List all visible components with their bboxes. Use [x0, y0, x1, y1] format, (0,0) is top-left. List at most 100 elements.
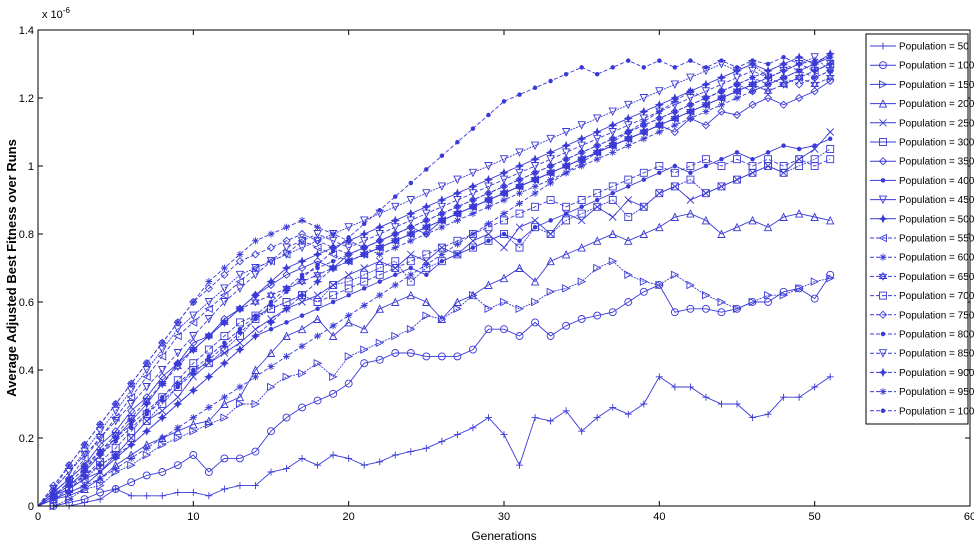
data-point — [546, 196, 555, 204]
data-point — [734, 65, 740, 70]
data-point — [81, 482, 89, 490]
legend-label: Population = 1000 — [899, 406, 974, 417]
data-point — [825, 59, 835, 69]
data-point — [546, 332, 555, 340]
data-point — [716, 93, 727, 103]
data-point — [484, 236, 493, 245]
data-point — [95, 433, 105, 443]
data-point — [51, 493, 56, 499]
data-point — [97, 469, 103, 475]
series — [37, 155, 835, 507]
data-point — [437, 215, 447, 226]
data-point — [406, 250, 415, 259]
data-point — [732, 73, 742, 83]
data-point — [174, 488, 182, 496]
data-point — [237, 330, 243, 335]
data-point — [610, 65, 615, 70]
data-point — [532, 224, 538, 230]
data-point — [640, 118, 648, 126]
data-point — [251, 399, 260, 409]
data-point — [810, 212, 819, 221]
data-point — [251, 270, 260, 280]
data-point — [361, 286, 367, 291]
data-point — [717, 80, 726, 89]
legend-item: Population = 500 — [870, 214, 974, 225]
data-point — [313, 230, 322, 239]
data-point — [879, 388, 887, 396]
data-point — [654, 100, 665, 110]
data-point — [608, 256, 618, 266]
series-line — [37, 70, 831, 507]
data-point — [344, 243, 353, 253]
series — [37, 54, 833, 507]
data-point — [530, 141, 540, 151]
data-point — [96, 481, 105, 490]
data-point — [143, 444, 151, 452]
data-point — [468, 290, 478, 300]
data-point — [283, 465, 291, 473]
data-point — [655, 87, 664, 96]
data-point — [406, 257, 415, 266]
data-point — [546, 256, 555, 266]
data-point — [515, 243, 524, 252]
data-point — [220, 298, 229, 307]
x-tick-label: 20 — [343, 511, 355, 523]
y-tick-label: 1 — [28, 161, 34, 173]
data-point — [126, 413, 136, 422]
data-point — [701, 155, 710, 164]
legend-label: Population = 850 — [899, 349, 974, 360]
data-point — [377, 207, 382, 213]
data-point — [330, 248, 336, 254]
data-point — [235, 277, 244, 286]
data-point — [624, 236, 633, 245]
data-point — [670, 113, 680, 124]
data-point — [610, 190, 615, 196]
data-point — [110, 450, 121, 460]
data-point — [65, 488, 73, 496]
legend-label: Population = 200 — [899, 99, 974, 110]
legend-item: Population = 600 — [870, 253, 974, 264]
data-point — [670, 80, 680, 89]
data-point — [639, 106, 649, 117]
data-point — [623, 134, 633, 144]
data-point — [592, 114, 602, 123]
data-point — [530, 277, 540, 286]
data-point — [235, 257, 245, 266]
data-point — [500, 196, 508, 204]
data-point — [173, 318, 182, 327]
data-point — [795, 284, 804, 293]
data-point — [717, 87, 725, 95]
data-point — [826, 273, 835, 283]
y-tick-label: 0.8 — [19, 229, 34, 241]
data-point — [517, 238, 522, 244]
data-point — [96, 475, 104, 483]
data-point — [158, 492, 166, 500]
data-point — [655, 222, 664, 232]
data-point — [719, 156, 724, 162]
data-point — [701, 304, 710, 313]
data-point — [422, 189, 431, 198]
data-point — [439, 211, 445, 216]
data-point — [189, 372, 198, 381]
legend-item: Population = 750 — [870, 310, 974, 321]
data-point — [393, 272, 398, 278]
data-point — [297, 263, 307, 273]
data-point — [283, 352, 291, 360]
data-point — [298, 369, 307, 378]
data-point — [639, 202, 648, 211]
data-point — [360, 461, 368, 469]
data-point — [623, 113, 633, 124]
data-point — [779, 212, 788, 221]
data-point — [142, 396, 152, 405]
data-point — [80, 451, 89, 460]
data-point — [126, 440, 136, 450]
data-point — [284, 320, 289, 325]
data-point — [299, 275, 305, 281]
data-point — [80, 484, 89, 493]
data-point — [563, 211, 569, 216]
data-point — [670, 270, 680, 280]
data-point — [236, 383, 244, 391]
data-point — [220, 399, 229, 408]
data-point — [879, 138, 887, 146]
data-point — [406, 290, 416, 300]
